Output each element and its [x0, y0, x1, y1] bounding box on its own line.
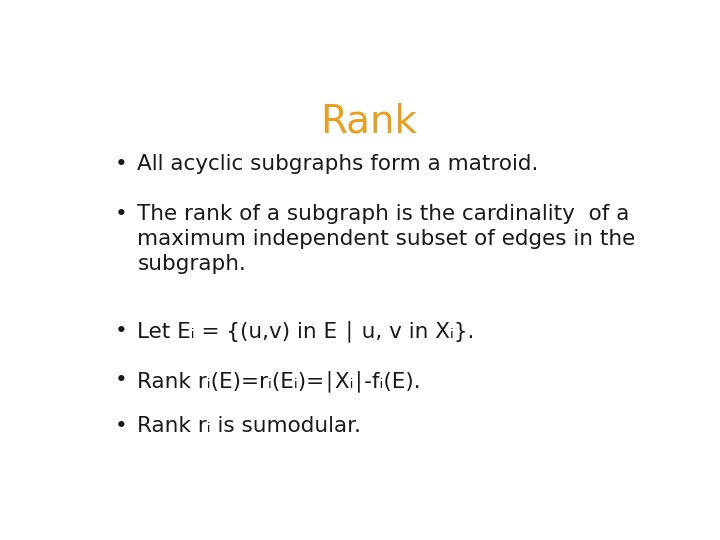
Text: Rank rᵢ is sumodular.: Rank rᵢ is sumodular. [138, 416, 361, 436]
Text: •: • [114, 204, 127, 224]
Text: The rank of a subgraph is the cardinality  of a
maximum independent subset of ed: The rank of a subgraph is the cardinalit… [138, 204, 636, 274]
Text: •: • [114, 370, 127, 390]
Text: Rank: Rank [320, 102, 418, 140]
Text: All acyclic subgraphs form a matroid.: All acyclic subgraphs form a matroid. [138, 154, 539, 174]
Text: Rank rᵢ(E)=rᵢ(Eᵢ)=∣Xᵢ∣-fᵢ(E).: Rank rᵢ(E)=rᵢ(Eᵢ)=∣Xᵢ∣-fᵢ(E). [138, 370, 421, 392]
Text: •: • [114, 154, 127, 174]
Text: •: • [114, 321, 127, 341]
Text: Let Eᵢ = {(u,v) in E ∣ u, v in Xᵢ}.: Let Eᵢ = {(u,v) in E ∣ u, v in Xᵢ}. [138, 321, 474, 342]
Text: •: • [114, 416, 127, 436]
